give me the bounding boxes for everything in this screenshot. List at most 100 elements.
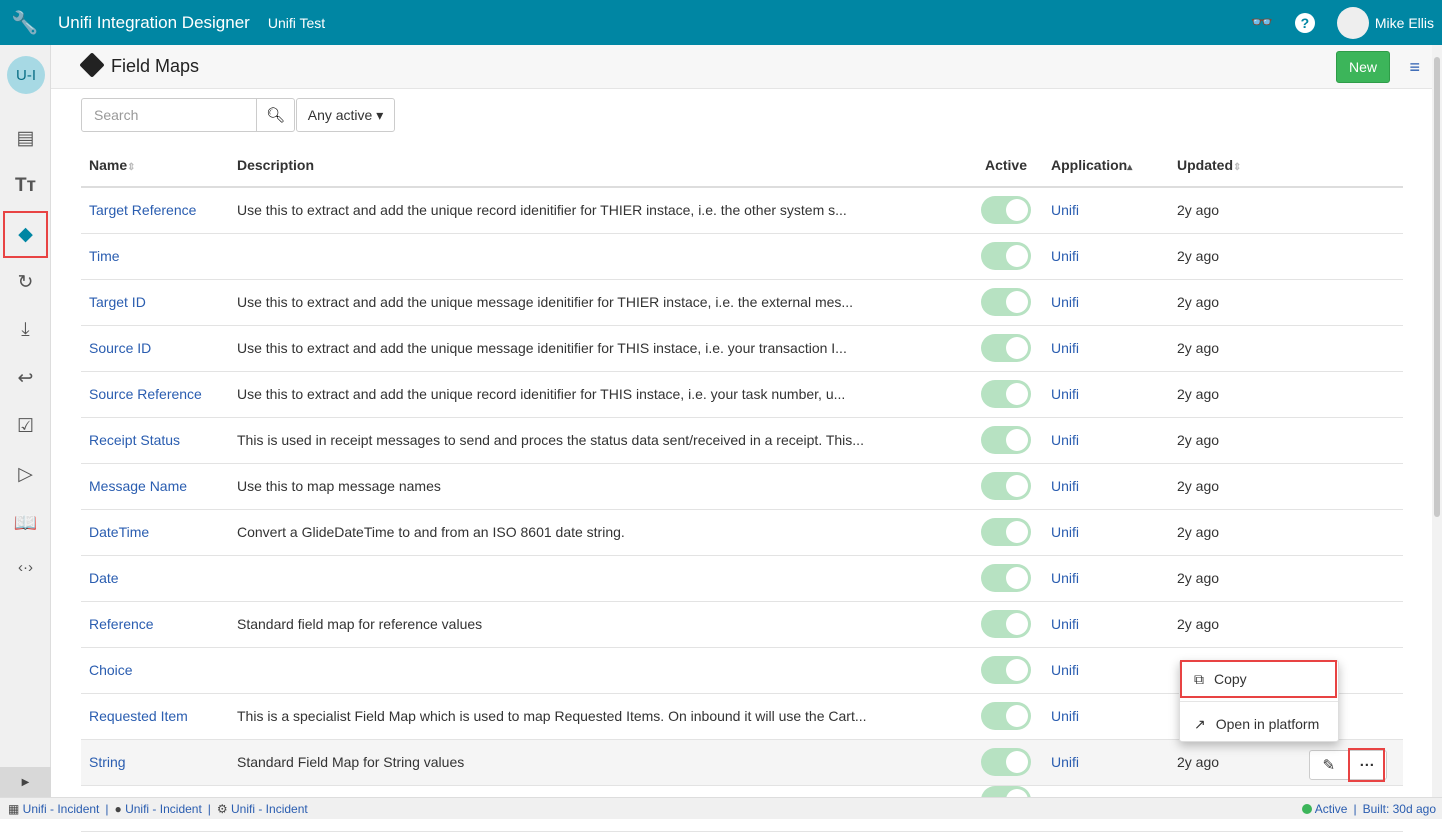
- field-map-link[interactable]: Target Reference: [89, 202, 197, 219]
- scrollbar[interactable]: [1432, 45, 1442, 797]
- gear-icon: ⚙: [216, 801, 232, 816]
- column-updated[interactable]: Updated⇕: [1169, 143, 1403, 188]
- active-toggle[interactable]: [981, 610, 1031, 638]
- app-badge[interactable]: U-I: [7, 56, 45, 94]
- description: Use this to extract and add the unique m…: [229, 279, 969, 326]
- application-link[interactable]: Unifi: [1051, 248, 1080, 264]
- field-map-link[interactable]: Time: [89, 248, 120, 264]
- status-bar: ▦ Unifi - Incident | ● Unifi - Incident |…: [0, 797, 1442, 819]
- document-icon[interactable]: ▤: [16, 128, 35, 149]
- application-link[interactable]: Unifi: [1051, 340, 1080, 356]
- application-link[interactable]: Unifi: [1051, 570, 1080, 586]
- instance-name[interactable]: Unifi Test: [267, 14, 326, 31]
- updated: 2y ago: [1169, 509, 1403, 556]
- updated: 2y ago: [1169, 279, 1403, 326]
- field-maps-icon[interactable]: ◆: [18, 224, 33, 245]
- status-scope[interactable]: Unifi - Incident: [125, 801, 202, 816]
- more-button[interactable]: ···: [1347, 751, 1387, 779]
- search-button[interactable]: 🔍︎: [256, 98, 295, 132]
- application-link[interactable]: Unifi: [1051, 524, 1080, 540]
- application-link[interactable]: Unifi: [1051, 754, 1080, 770]
- menu-item-copy[interactable]: ⧉ Copy: [1194, 670, 1247, 688]
- active-toggle[interactable]: [981, 196, 1031, 225]
- application-link[interactable]: Unifi: [1051, 202, 1080, 219]
- edit-button[interactable]: ✎: [1310, 751, 1348, 779]
- active-filter-dropdown[interactable]: Any active ▾: [296, 98, 395, 132]
- menu-item-open-in-platform[interactable]: ↗ Open in platform: [1194, 715, 1320, 733]
- updated: 2y ago: [1169, 325, 1403, 372]
- updated: 2y ago: [1169, 601, 1403, 648]
- active-toggle[interactable]: [981, 472, 1031, 500]
- application-link[interactable]: Unifi: [1051, 432, 1080, 448]
- active-toggle[interactable]: [981, 748, 1031, 776]
- column-application[interactable]: Application▴: [1043, 143, 1169, 188]
- status-app[interactable]: Unifi - Incident: [22, 801, 100, 816]
- copy-icon: ⧉: [1194, 670, 1204, 687]
- expand-sidebar-button[interactable]: ▶: [0, 767, 51, 797]
- field-map-link[interactable]: Receipt Status: [89, 432, 181, 448]
- search-icon: 🔍︎: [265, 107, 286, 124]
- play-circle-icon[interactable]: ▷: [18, 464, 33, 485]
- external-link-icon: ↗: [1194, 715, 1206, 732]
- field-map-link[interactable]: Source Reference: [89, 386, 202, 402]
- description: Standard Field Map for String values: [229, 739, 969, 786]
- active-toggle[interactable]: [981, 564, 1031, 592]
- field-map-link[interactable]: Message Name: [89, 478, 188, 494]
- application-link[interactable]: Unifi: [1051, 616, 1080, 632]
- active-toggle[interactable]: [981, 702, 1031, 730]
- status-settings[interactable]: Unifi - Incident: [231, 801, 308, 816]
- active-toggle[interactable]: [981, 656, 1031, 684]
- active-toggle[interactable]: [981, 426, 1031, 454]
- history-icon[interactable]: ↻: [17, 272, 34, 293]
- column-name[interactable]: Name⇕: [81, 143, 229, 188]
- application-link[interactable]: Unifi: [1051, 708, 1080, 724]
- pencil-icon: ✎: [1322, 757, 1336, 774]
- book-icon[interactable]: 📖: [13, 513, 38, 534]
- active-toggle[interactable]: [981, 334, 1031, 362]
- application-link[interactable]: Unifi: [1051, 478, 1080, 494]
- table-row: Target Reference Use this to extract and…: [81, 187, 1403, 234]
- description: Use this to extract and add the unique r…: [229, 187, 969, 234]
- user-menu[interactable]: Mike Ellis: [1336, 6, 1434, 39]
- field-map-link[interactable]: Source ID: [89, 340, 152, 356]
- field-map-link[interactable]: Date: [89, 570, 119, 586]
- description: Standard field map for reference values: [229, 601, 969, 648]
- download-icon[interactable]: ⤓: [21, 319, 30, 340]
- description: This is used in receipt messages to send…: [229, 417, 969, 464]
- application-link[interactable]: Unifi: [1051, 662, 1080, 678]
- field-maps-icon: [79, 52, 105, 78]
- app-title: Unifi Integration Designer: [58, 12, 250, 32]
- field-map-link[interactable]: String: [89, 754, 126, 770]
- reply-icon[interactable]: ↩: [17, 368, 34, 389]
- glasses-icon[interactable]: 👓: [1250, 12, 1273, 32]
- table-row: Source Reference Use this to extract and…: [81, 371, 1403, 418]
- search-input[interactable]: [81, 98, 257, 132]
- application-link[interactable]: Unifi: [1051, 386, 1080, 402]
- active-toggle[interactable]: [981, 380, 1031, 408]
- grid-icon: ▦: [8, 801, 23, 816]
- field-map-link[interactable]: Requested Item: [89, 708, 188, 724]
- new-button[interactable]: New: [1336, 51, 1390, 83]
- field-map-link[interactable]: Target ID: [89, 294, 146, 310]
- table-row: Message Name Use this to map message nam…: [81, 463, 1403, 510]
- field-map-link[interactable]: Choice: [89, 662, 133, 678]
- field-map-link[interactable]: DateTime: [89, 524, 150, 540]
- help-icon[interactable]: ?: [1294, 12, 1315, 33]
- active-toggle[interactable]: [981, 288, 1031, 316]
- updated: 2y ago: [1169, 555, 1403, 602]
- updated: 2y ago: [1169, 233, 1403, 280]
- clipboard-check-icon[interactable]: ☑: [16, 416, 35, 437]
- page-title: Field Maps: [111, 56, 200, 76]
- globe-icon: ●: [114, 801, 126, 816]
- updated: 2y ago: [1169, 187, 1403, 234]
- code-icon[interactable]: ‹·›: [18, 559, 33, 576]
- field-map-link[interactable]: Reference: [89, 616, 154, 632]
- active-toggle[interactable]: [981, 242, 1031, 270]
- active-toggle[interactable]: [981, 518, 1031, 546]
- menu-icon[interactable]: ≡: [1409, 57, 1420, 77]
- active-highlight: [3, 211, 48, 258]
- table-row: Date Unifi 2y ago: [81, 555, 1403, 602]
- wrench-icon: 🔧: [11, 9, 39, 35]
- text-format-icon[interactable]: Tт: [15, 175, 36, 196]
- application-link[interactable]: Unifi: [1051, 294, 1080, 310]
